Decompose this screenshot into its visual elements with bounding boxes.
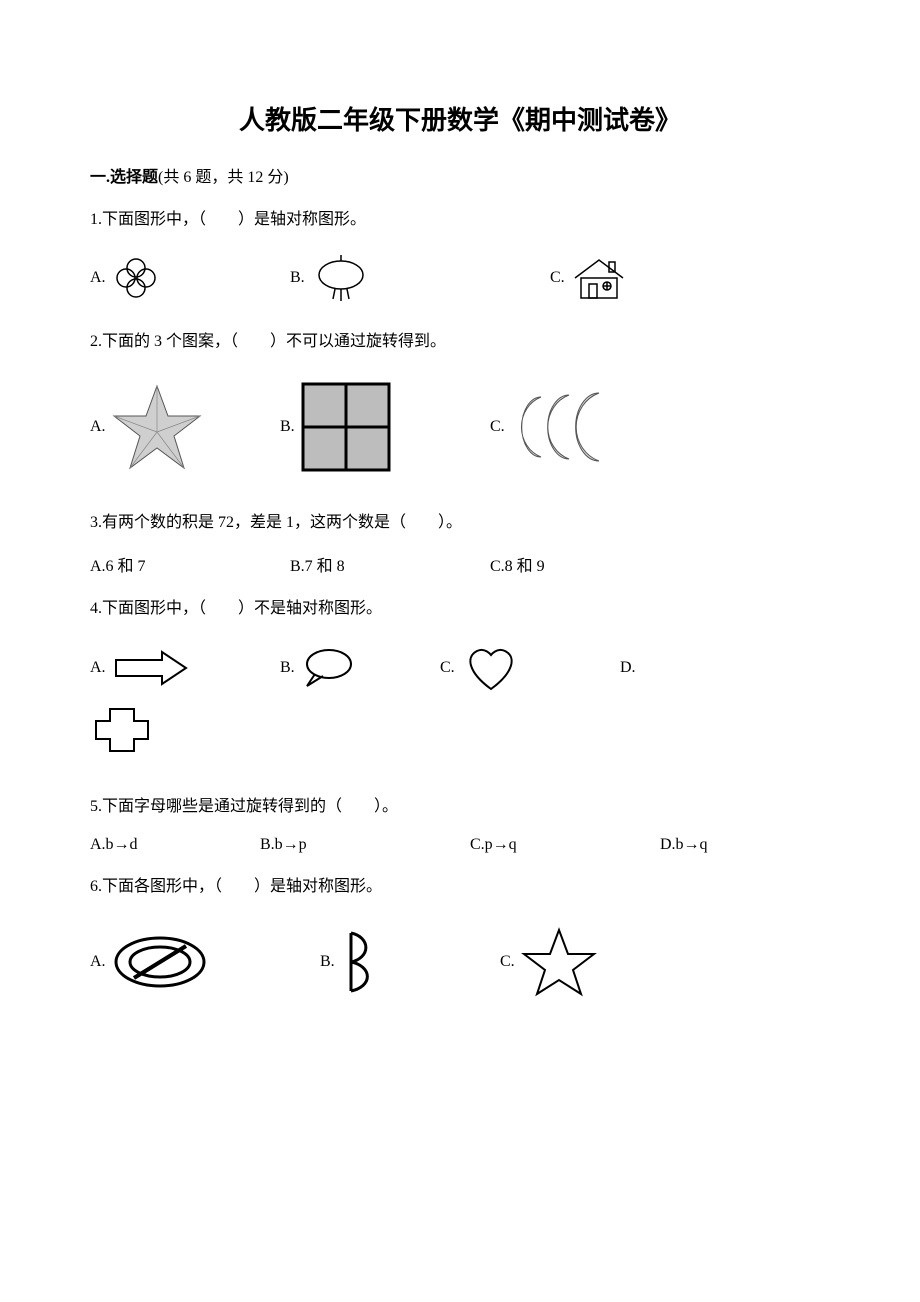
question-6-text: 6.下面各图形中，（ ）是轴对称图形。 (90, 878, 382, 895)
question-3-text: 3.有两个数的积是 72，差是 1，这两个数是（ ）。 (90, 514, 462, 531)
q5-option-a: A.b→d (90, 836, 260, 854)
question-1: 1.下面图形中，（ ）是轴对称图形。 (90, 205, 830, 235)
q6-option-a: A. (90, 934, 320, 990)
q2-c-label: C. (490, 418, 505, 436)
heart-icon (461, 643, 521, 693)
question-1-text: 1.下面图形中，（ ）是轴对称图形。 (90, 211, 366, 228)
q1-c-label: C. (550, 269, 565, 287)
flower-icon (112, 254, 160, 302)
q2-a-label: A. (90, 418, 106, 436)
q6-c-label: C. (500, 953, 515, 971)
arrow-icon (112, 648, 190, 688)
q6-b-label: B. (320, 953, 335, 971)
lantern-icon (311, 253, 371, 303)
star-outline-icon (521, 926, 597, 998)
q2-option-c: C. (490, 387, 631, 467)
q4-b-label: B. (280, 659, 295, 677)
question-4-text: 4.下面图形中，（ ）不是轴对称图形。 (90, 600, 382, 617)
question-2: 2.下面的 3 个图案，（ ）不可以通过旋转得到。 (90, 327, 830, 357)
question-6: 6.下面各图形中，（ ）是轴对称图形。 (90, 872, 830, 902)
q5-option-d: D.b→q (660, 836, 708, 854)
q4-option-b: B. (280, 646, 440, 690)
no-symbol-icon (112, 934, 208, 990)
grid-square-icon (301, 382, 391, 472)
question-3: 3.有两个数的积是 72，差是 1，这两个数是（ ）。 (90, 508, 830, 538)
q6-option-c: C. (500, 926, 597, 998)
q1-option-c: C. (550, 254, 627, 302)
q1-a-label: A. (90, 269, 106, 287)
q4-option-d: D. (620, 659, 642, 677)
speech-bubble-icon (301, 646, 357, 690)
q4-c-label: C. (440, 659, 455, 677)
q4-option-c: C. (440, 643, 620, 693)
question-5: 5.下面字母哪些是通过旋转得到的（ ）。 (90, 792, 830, 822)
question-4-options-row2 (90, 703, 830, 762)
question-1-options: A. B. (90, 253, 830, 303)
q1-option-b: B. (290, 253, 550, 303)
page: 人教版二年级下册数学《期中测试卷》 一.选择题(共 6 题，共 12 分) 1.… (0, 0, 920, 1302)
star-shaded-icon (112, 382, 202, 472)
question-5-options: A.b→d B.b→p C.p→q D.b→q (90, 836, 830, 854)
q3-option-b: B.7 和 8 (290, 552, 490, 576)
cross-shape-icon (90, 703, 154, 762)
q1-option-a: A. (90, 254, 290, 302)
question-6-options: A. B. C. (90, 926, 830, 998)
q5-option-b: B.b→p (260, 836, 470, 854)
page-title: 人教版二年级下册数学《期中测试卷》 (90, 100, 830, 137)
q3-option-c: C.8 和 9 (490, 552, 545, 576)
q4-a-label: A. (90, 659, 106, 677)
q1-b-label: B. (290, 269, 305, 287)
house-icon (571, 254, 627, 302)
q4-d-label: D. (620, 659, 636, 677)
q4-option-a: A. (90, 648, 280, 688)
q2-option-a: A. (90, 382, 280, 472)
section-header: 一.选择题(共 6 题，共 12 分) (90, 163, 830, 187)
q5-option-c: C.p→q (470, 836, 660, 854)
q2-option-b: B. (280, 382, 490, 472)
question-4: 4.下面图形中，（ ）不是轴对称图形。 (90, 594, 830, 624)
section-label-rest: (共 6 题，共 12 分) (158, 169, 289, 186)
question-2-text: 2.下面的 3 个图案，（ ）不可以通过旋转得到。 (90, 333, 446, 350)
q6-a-label: A. (90, 953, 106, 971)
q3-option-a: A.6 和 7 (90, 552, 290, 576)
half-b-icon (341, 929, 391, 995)
question-3-options: A.6 和 7 B.7 和 8 C.8 和 9 (90, 552, 830, 576)
crescents-icon (511, 387, 631, 467)
question-2-options: A. B. (90, 382, 830, 472)
section-label-bold: 一.选择题 (90, 169, 158, 186)
q6-option-b: B. (320, 929, 500, 995)
question-5-text: 5.下面字母哪些是通过旋转得到的（ ）。 (90, 798, 398, 815)
q2-b-label: B. (280, 418, 295, 436)
question-4-options: A. B. C. D. (90, 643, 830, 693)
